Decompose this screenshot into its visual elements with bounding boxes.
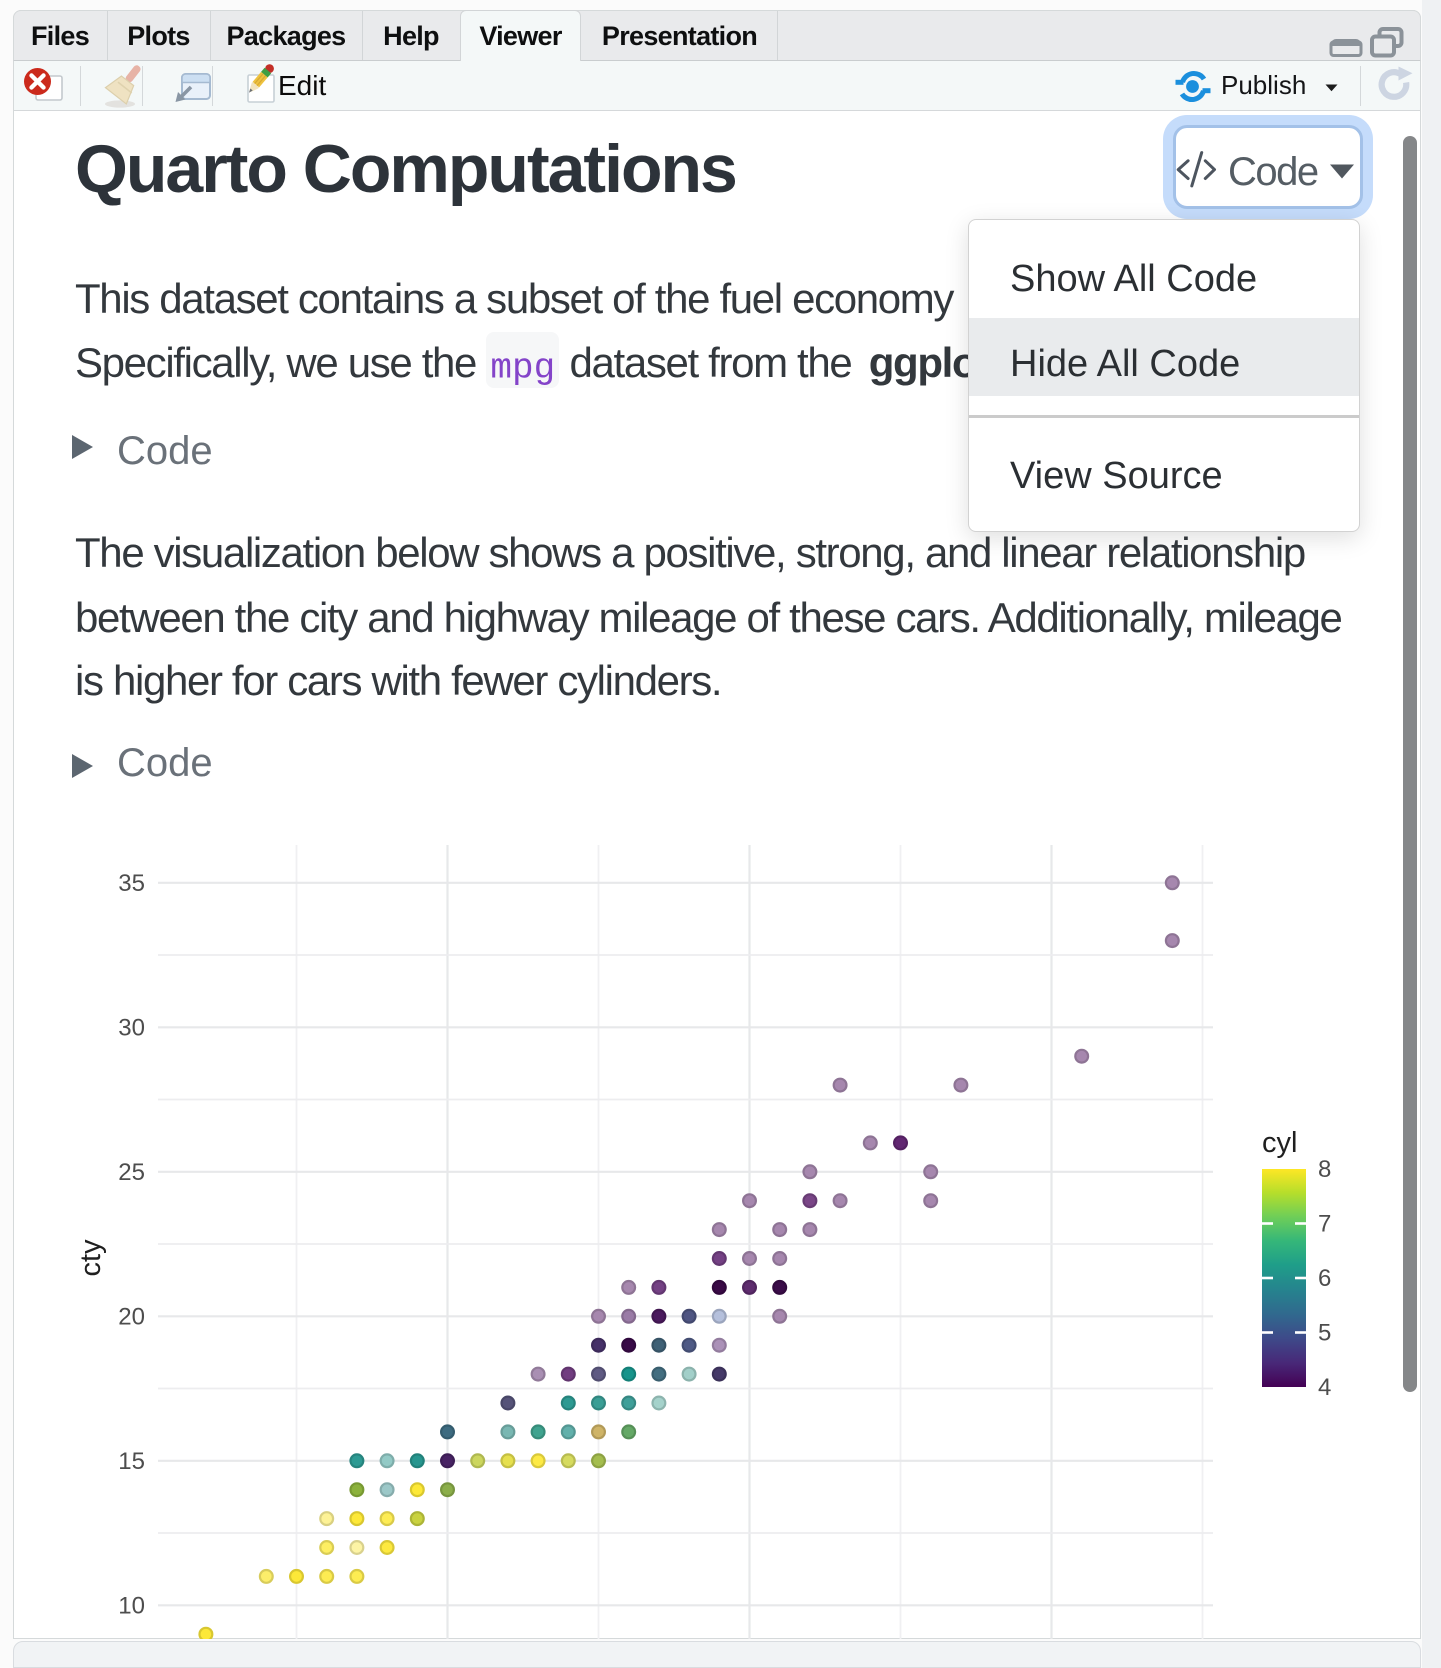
svg-text:30: 30 <box>118 1015 145 1042</box>
svg-text:5: 5 <box>1318 1320 1331 1347</box>
svg-text:7: 7 <box>1318 1211 1331 1238</box>
svg-text:4: 4 <box>1318 1374 1331 1401</box>
svg-text:20: 20 <box>118 1304 145 1331</box>
svg-text:8: 8 <box>1318 1156 1331 1183</box>
svg-text:25: 25 <box>118 1159 145 1186</box>
svg-text:cyl: cyl <box>1262 1127 1297 1159</box>
svg-text:35: 35 <box>118 870 145 897</box>
svg-text:15: 15 <box>118 1448 145 1475</box>
svg-text:10: 10 <box>118 1593 145 1620</box>
svg-text:cty: cty <box>75 1239 107 1277</box>
svg-text:6: 6 <box>1318 1265 1331 1292</box>
